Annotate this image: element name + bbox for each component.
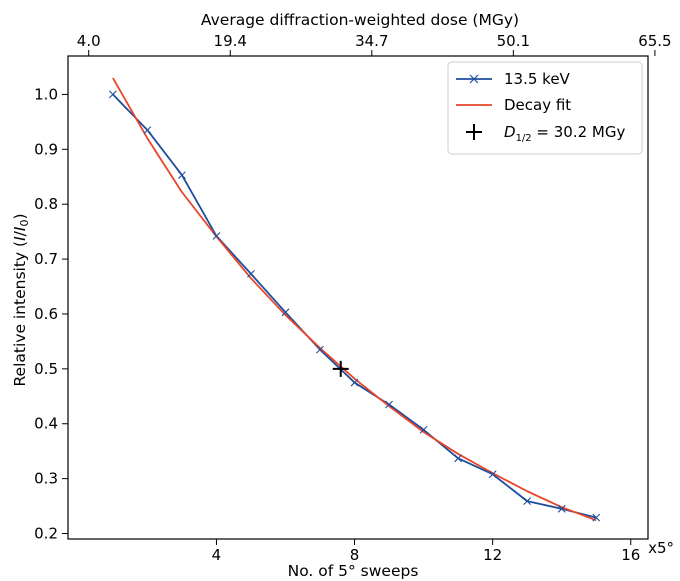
- y-tick-label: 0.2: [34, 525, 58, 543]
- data-point-marker: [419, 425, 428, 434]
- y-tick-label: 0.4: [34, 415, 58, 433]
- data-point-marker: [592, 513, 601, 522]
- legend-marker-13-5-kev: [469, 74, 479, 84]
- y-axis-ticks: 0.2 0.3 0.4 0.5 0.6 0.7 0.8 0.9 1.0: [34, 85, 68, 543]
- top-tick-label: 50.1: [497, 32, 530, 50]
- half-dose-point: [332, 360, 349, 377]
- plot-frame: [67, 55, 649, 540]
- y-tick-label: 0.3: [34, 470, 58, 488]
- x-axis-unit-label: x5°: [648, 539, 674, 557]
- legend-box: [447, 61, 643, 155]
- data-point-marker: [143, 126, 152, 134]
- legend-label-decay-fit: Decay fit: [504, 96, 571, 114]
- x-tick-label: 8: [350, 546, 360, 564]
- y-tick-label: 1.0: [34, 85, 58, 103]
- y-tick-label: 0.8: [34, 195, 58, 213]
- data-point-marker: [557, 504, 566, 513]
- half-dose-marker: [332, 360, 349, 377]
- y-tick-label: 0.7: [34, 250, 58, 268]
- data-point-marker: [454, 454, 463, 463]
- y-tick-label: 0.6: [34, 305, 58, 323]
- legend-label-13-5-kev: 13.5 keV: [504, 70, 571, 88]
- top-axis-title: Average diffraction-weighted dose (MGy): [201, 11, 519, 29]
- top-tick-label: 19.4: [214, 32, 247, 50]
- legend-label-half-dose: D1/2 = 30.2 MGy: [504, 123, 625, 144]
- plot-series: [108, 77, 601, 522]
- x-tick-label: 4: [212, 546, 222, 564]
- legend-marker-half-dose: [466, 124, 482, 140]
- top-tick-label: 4.0: [77, 32, 101, 50]
- x-tick-label: 16: [621, 546, 640, 564]
- data-point-marker: [108, 90, 117, 99]
- series-line-13-5-kev: [112, 93, 597, 519]
- x-tick-label: 12: [483, 546, 502, 564]
- y-tick-label: 0.5: [34, 360, 58, 378]
- top-tick-label: 65.5: [638, 32, 671, 50]
- bottom-axis-ticks: 4 8 12 16: [212, 539, 640, 564]
- data-point-marker: [350, 378, 359, 387]
- data-point-marker: [523, 497, 532, 506]
- y-tick-label: 0.9: [34, 140, 58, 158]
- data-point-marker: [488, 470, 497, 479]
- top-axis-ticks: 4.0 19.4 34.7 50.1 65.5: [77, 32, 672, 56]
- x-axis-title: No. of 5° sweeps: [288, 562, 419, 580]
- y-axis-title: Relative intensity (I/I0): [11, 213, 31, 386]
- data-point-marker: [316, 345, 324, 354]
- data-point-marker: [385, 400, 393, 409]
- data-point-marker: [212, 232, 221, 240]
- data-point-marker: [178, 171, 186, 179]
- legend: 13.5 keV Decay fit D1/2 = 30.2 MGy: [447, 61, 643, 155]
- data-point-marker: [281, 308, 290, 317]
- series-line-decay-fit: [112, 77, 597, 522]
- data-point-marker: [247, 270, 255, 278]
- top-tick-label: 34.7: [355, 32, 388, 50]
